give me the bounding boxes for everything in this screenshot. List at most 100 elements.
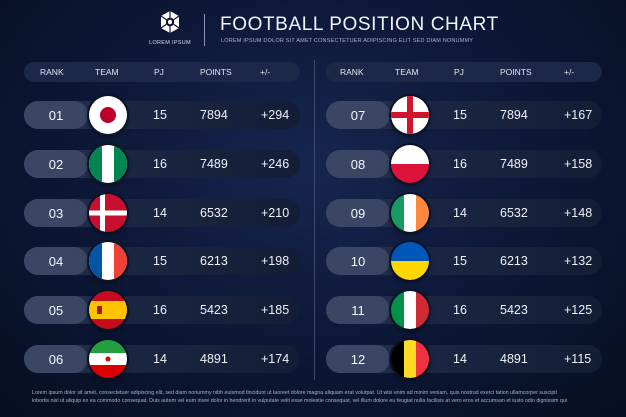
header-diff: +/- (260, 67, 271, 77)
right-table-row: 10 15 6213 +132 (326, 242, 602, 281)
iran-flag (89, 340, 127, 378)
header-team: TEAM (395, 67, 419, 77)
diff-value: +294 (261, 108, 290, 122)
points-value: 7894 (200, 108, 228, 122)
rank-value: 02 (48, 156, 64, 172)
rank-badge: 02 (24, 149, 88, 178)
rank-value: 12 (350, 352, 366, 367)
rank-value: 04 (48, 254, 64, 270)
left-table-row: 01 15 7894 +294 (24, 96, 300, 134)
rank-value: 11 (351, 303, 365, 319)
points-value: 7894 (500, 108, 528, 122)
header-points: POINTS (500, 67, 532, 77)
pj-value: 16 (453, 303, 467, 318)
diff-value: +246 (261, 156, 290, 171)
poland-flag (391, 144, 429, 183)
rank-value: 08 (350, 156, 366, 172)
points-value: 5423 (200, 303, 228, 318)
rank-badge: 01 (24, 101, 88, 129)
header-pj: PJ (154, 67, 164, 77)
right-table-row: 07 15 7894 +167 (326, 96, 602, 134)
diff-value: +174 (261, 352, 290, 366)
header-points: POINTS (200, 67, 232, 77)
rank-value: 03 (48, 205, 64, 221)
points-value: 4891 (200, 352, 228, 366)
rank-value: 10 (350, 254, 366, 270)
football-logo-icon (160, 11, 180, 33)
rank-value: 01 (48, 108, 64, 123)
rank-badge: 11 (326, 296, 390, 325)
spain-flag (89, 291, 127, 330)
rank-value: 09 (350, 205, 366, 221)
footer-line: Lorem ipsum dolor sit amet, consectetuer… (32, 390, 557, 396)
rank-badge: 10 (326, 247, 390, 276)
rank-badge: 07 (326, 101, 390, 129)
diff-value: +125 (564, 303, 593, 318)
rank-badge: 04 (24, 247, 88, 276)
diff-value: +210 (261, 205, 290, 220)
left-table-row: 04 15 6213 +198 (24, 242, 300, 281)
right-table-row: 08 16 7489 +158 (326, 144, 602, 183)
points-value: 6213 (500, 254, 528, 269)
diff-value: +132 (564, 254, 593, 269)
ireland-flag (391, 193, 429, 232)
ukraine-flag (391, 242, 429, 281)
denmark-flag (89, 193, 127, 232)
left-table-row: 06 14 4891 +174 (24, 340, 300, 378)
left-table: RANK TEAM PJ POINTS +/- (24, 62, 300, 82)
points-value: 6532 (200, 205, 228, 220)
belgium-flag (391, 340, 429, 378)
italy-flag (391, 291, 429, 330)
points-value: 4891 (500, 352, 528, 366)
pj-value: 15 (453, 254, 467, 269)
diff-value: +198 (261, 254, 290, 269)
left-table-row: 05 16 5423 +185 (24, 291, 300, 330)
japan-flag (89, 96, 127, 134)
nigeria-flag (89, 144, 127, 183)
pj-value: 14 (453, 352, 467, 366)
diff-value: +158 (564, 156, 593, 171)
header-divider (204, 14, 205, 46)
england-flag (391, 96, 429, 134)
points-value: 7489 (500, 156, 528, 171)
right-table-row: 12 14 4891 +115 (326, 340, 602, 378)
header-pj: PJ (454, 67, 464, 77)
diff-value: +148 (564, 205, 593, 220)
points-value: 6213 (200, 254, 228, 269)
rank-value: 07 (350, 108, 366, 123)
header-rank: RANK (340, 67, 364, 77)
column-divider (314, 60, 315, 380)
rank-value: 05 (48, 303, 64, 319)
header-team: TEAM (95, 67, 119, 77)
right-table-row: 09 14 6532 +148 (326, 193, 602, 232)
rank-badge: 06 (24, 345, 88, 373)
pj-value: 15 (153, 254, 167, 269)
pj-value: 14 (153, 205, 167, 220)
rank-value: 06 (48, 352, 64, 367)
page-subtitle: LOREM IPSUM DOLOR SIT AMET CONSECTETUER … (221, 38, 474, 44)
header: LOREM IPSUM FOOTBALL POSITION CHART LORE… (0, 0, 626, 60)
footer-line: lobortis nisl ut aliquip ex ea commodo c… (32, 398, 567, 404)
rank-badge: 08 (326, 149, 390, 178)
points-value: 7489 (200, 156, 228, 171)
pj-value: 15 (153, 108, 167, 122)
logo-text: LOREM IPSUM (149, 40, 191, 46)
left-table-header: RANK TEAM PJ POINTS +/- (24, 62, 300, 82)
left-table-row: 02 16 7489 +246 (24, 144, 300, 183)
points-value: 5423 (500, 303, 528, 318)
pj-value: 15 (453, 108, 467, 122)
pj-value: 16 (153, 303, 167, 318)
page-title: FOOTBALL POSITION CHART (220, 14, 499, 35)
pj-value: 14 (153, 352, 167, 366)
points-value: 6532 (500, 205, 528, 220)
france-flag (89, 242, 127, 281)
rank-badge: 12 (326, 345, 390, 373)
rank-badge: 09 (326, 198, 390, 227)
right-table: RANK TEAM PJ POINTS +/- (326, 62, 602, 82)
diff-value: +115 (564, 352, 592, 366)
pj-value: 16 (153, 156, 167, 171)
header-rank: RANK (40, 67, 64, 77)
left-table-row: 03 14 6532 +210 (24, 193, 300, 232)
diff-value: +185 (261, 303, 290, 318)
header-diff: +/- (564, 67, 575, 77)
